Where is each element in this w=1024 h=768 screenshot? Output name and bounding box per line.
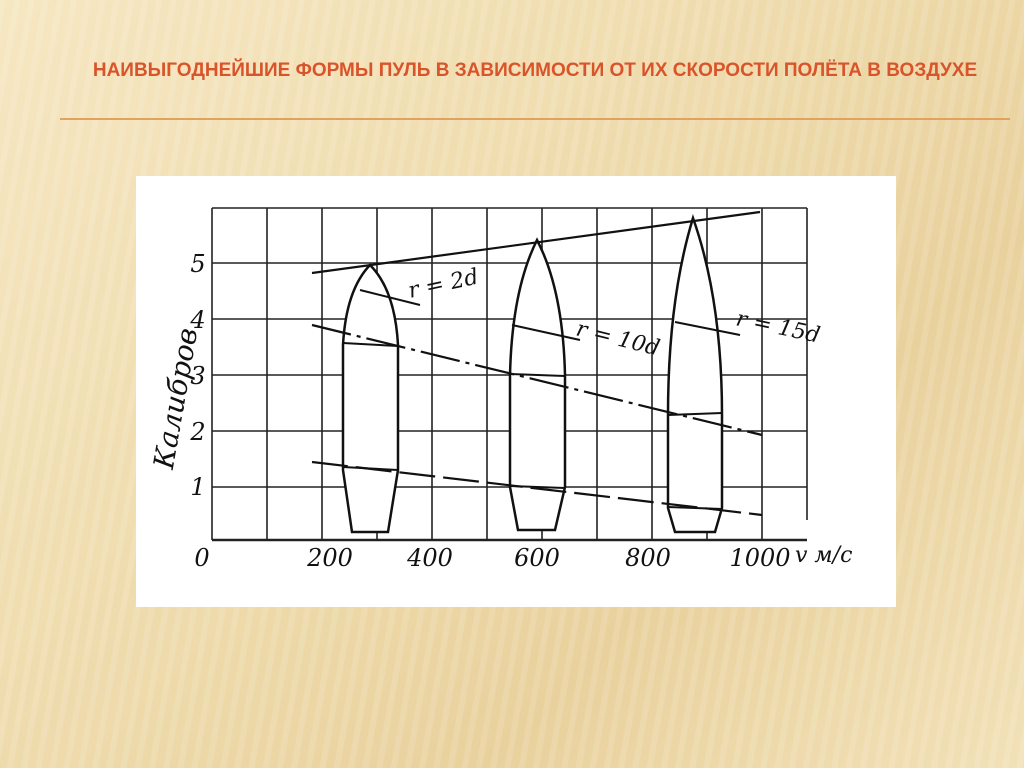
x-tick-label: 200 — [306, 544, 353, 572]
radius-arrows — [359, 289, 741, 341]
y-ticks: 1 2 3 4 5 — [189, 250, 205, 501]
y-tick-label: 5 — [190, 250, 205, 278]
x-tick-label: 1000 — [729, 544, 790, 572]
x-tick-label: 600 — [514, 544, 560, 572]
y-tick-label: 1 — [190, 473, 205, 501]
y-tick-label: 3 — [190, 362, 205, 390]
trend-lines — [311, 210, 763, 517]
slide-title: НАИВЫГОДНЕЙШИЕ ФОРМЫ ПУЛЬ В ЗАВИСИМОСТИ … — [92, 60, 978, 81]
x-tick-label: 800 — [625, 544, 671, 572]
y-tick-label: 2 — [189, 418, 205, 446]
x-tick-label: 400 — [406, 544, 453, 572]
y-tick-label: 4 — [189, 306, 205, 334]
x-tick-label: 0 — [194, 544, 209, 572]
title-rule — [60, 118, 1010, 120]
bullets — [341, 213, 724, 534]
x-ticks: 0 200 400 600 800 1000 — [194, 544, 790, 572]
x-unit: v м/с — [795, 543, 852, 568]
